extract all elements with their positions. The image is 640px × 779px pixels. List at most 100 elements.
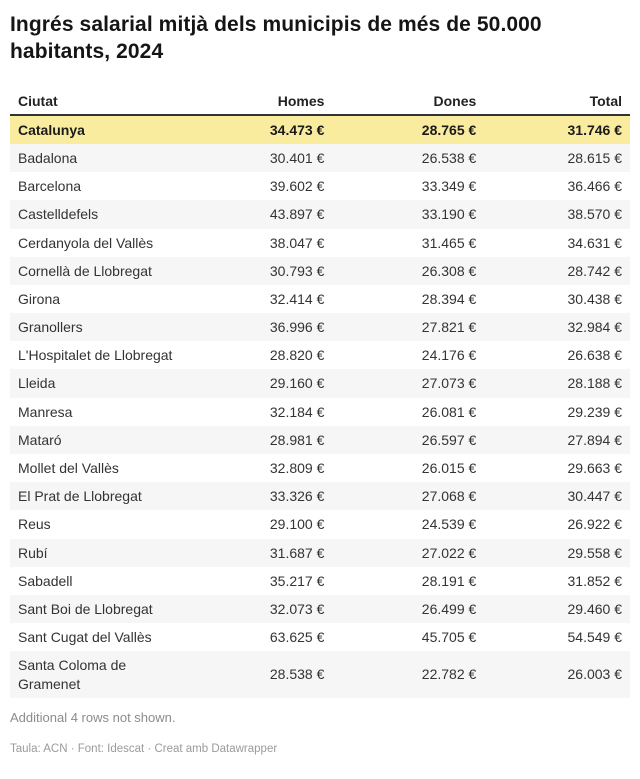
- city-cell: Reus: [18, 516, 51, 533]
- total-cell: 32.984 €: [567, 319, 623, 336]
- table-row: Manresa 32.184 € 26.081 € 29.239 €: [10, 398, 630, 426]
- table-row: Catalunya 34.473 € 28.765 € 31.746 €: [10, 114, 630, 144]
- table-row: Cornellà de Llobregat 30.793 € 26.308 € 28.…: [10, 256, 630, 285]
- homes-cell: 29.100 €: [269, 516, 325, 533]
- homes-cell: 28.981 €: [269, 431, 325, 448]
- dones-cell: 26.081 €: [421, 403, 477, 420]
- dones-cell: 27.022 €: [421, 544, 477, 561]
- homes-cell: 43.897 €: [269, 206, 325, 223]
- city-cell: Rubí: [18, 544, 48, 561]
- total-cell: 26.003 €: [567, 666, 623, 683]
- city-cell: Lleida: [18, 375, 56, 392]
- chart-title: Ingrés salarial mitjà dels municipis de …: [10, 13, 542, 63]
- rows-not-shown-note: Additional 4 rows not shown.: [10, 709, 176, 725]
- dones-cell: 28.765 €: [421, 121, 477, 138]
- dones-cell: 22.782 €: [421, 666, 477, 683]
- dones-cell: 27.073 €: [421, 375, 477, 392]
- dones-cell: 26.538 €: [421, 149, 477, 166]
- city-cell: Barcelona: [18, 178, 82, 195]
- dones-cell: 27.068 €: [421, 488, 477, 505]
- city-cell: Santa Coloma de Gramenet: [18, 657, 127, 692]
- total-cell: 27.894 €: [567, 431, 623, 448]
- city-cell: Sant Cugat del Vallès: [18, 629, 152, 646]
- salary-table: Ciutat Homes Dones Total Catalunya 34.473…: [10, 87, 630, 698]
- table-row: Mollet del Vallès 32.809 € 26.015 € 29.663 …: [10, 454, 630, 482]
- homes-cell: 30.401 €: [269, 149, 325, 166]
- table-row: El Prat de Llobregat 33.326 € 27.068 € 30.4…: [10, 482, 630, 511]
- table-row: Cerdanyola del Vallès 38.047 € 31.465 € 34.…: [10, 229, 630, 257]
- city-cell: Sant Boi de Llobregat: [18, 600, 153, 617]
- table-row: Granollers 36.996 € 27.821 € 32.984 €: [10, 313, 630, 342]
- homes-cell: 28.820 €: [269, 347, 325, 364]
- homes-cell: 32.809 €: [269, 460, 325, 476]
- table-row: Rubí 31.687 € 27.022 € 29.558 €: [10, 538, 630, 567]
- city-cell: L'Hospitalet de Llobregat: [18, 347, 173, 364]
- homes-cell: 32.414 €: [269, 290, 325, 307]
- city-cell: Castelldefels: [18, 206, 99, 223]
- total-cell: 31.852 €: [567, 572, 623, 589]
- homes-cell: 63.625 €: [269, 629, 325, 646]
- table-row: Reus 29.100 € 24.539 € 26.922 €: [10, 510, 630, 538]
- total-cell: 38.570 €: [567, 206, 623, 223]
- table-row: Mataró 28.981 € 26.597 € 27.894 €: [10, 425, 630, 454]
- city-cell: Sabadell: [18, 572, 73, 589]
- dones-cell: 24.539 €: [421, 516, 477, 533]
- table-row: Barcelona 39.602 € 33.349 € 36.466 €: [10, 172, 630, 200]
- homes-cell: 30.793 €: [269, 262, 325, 279]
- total-cell: 29.558 €: [567, 544, 623, 561]
- column-header-homes[interactable]: Homes: [189, 87, 333, 116]
- homes-cell: 32.073 €: [269, 600, 325, 617]
- table-row: Girona 32.414 € 28.394 € 30.438 €: [10, 285, 630, 313]
- dones-cell: 45.705 €: [421, 629, 477, 646]
- total-cell: 28.615 €: [567, 149, 623, 166]
- total-cell: 29.460 €: [567, 600, 623, 617]
- homes-cell: 33.326 €: [269, 488, 325, 505]
- total-cell: 36.466 €: [567, 178, 623, 195]
- total-cell: 34.631 €: [567, 234, 623, 251]
- city-cell: Granollers: [18, 319, 83, 336]
- total-cell: 29.663 €: [567, 460, 623, 476]
- table-row: Lleida 29.160 € 27.073 € 28.188 €: [10, 369, 630, 398]
- total-cell: 26.922 €: [567, 516, 623, 533]
- city-cell: Cornellà de Llobregat: [18, 262, 152, 279]
- homes-cell: 39.602 €: [269, 178, 325, 195]
- total-cell: 26.638 €: [567, 347, 623, 364]
- dones-cell: 26.308 €: [421, 262, 477, 279]
- homes-cell: 34.473 €: [269, 121, 325, 138]
- dones-cell: 28.394 €: [421, 290, 477, 307]
- dones-cell: 26.015 €: [421, 460, 477, 476]
- homes-cell: 38.047 €: [269, 234, 325, 251]
- homes-cell: 28.538 €: [269, 666, 325, 683]
- homes-cell: 36.996 €: [269, 319, 325, 336]
- dones-cell: 33.349 €: [421, 178, 477, 195]
- datawrapper-table-widget: Ingrés salarial mitjà dels municipis de …: [10, 13, 630, 755]
- city-cell: Catalunya: [18, 121, 85, 138]
- column-header-total[interactable]: Total: [484, 87, 630, 116]
- dones-cell: 26.499 €: [421, 600, 477, 617]
- homes-cell: 35.217 €: [269, 572, 325, 589]
- dones-cell: 26.597 €: [421, 431, 477, 448]
- dones-cell: 31.465 €: [421, 234, 477, 251]
- city-cell: Badalona: [18, 149, 78, 166]
- city-cell: Girona: [18, 290, 61, 307]
- city-cell: El Prat de Llobregat: [18, 488, 142, 505]
- dones-cell: 28.191 €: [421, 572, 477, 589]
- total-cell: 30.447 €: [567, 488, 623, 505]
- total-cell: 28.742 €: [567, 262, 623, 279]
- table-row: Badalona 30.401 € 26.538 € 28.615 €: [10, 143, 630, 173]
- table-row: Sant Cugat del Vallès 63.625 € 45.705 € 54.…: [10, 623, 630, 651]
- city-cell: Mollet del Vallès: [18, 460, 119, 476]
- table-row: Sant Boi de Llobregat 32.073 € 26.499 € 29.…: [10, 594, 630, 624]
- homes-cell: 32.184 €: [269, 403, 325, 420]
- column-header-ciutat[interactable]: Ciutat: [10, 87, 190, 116]
- total-cell: 30.438 €: [567, 290, 623, 307]
- table-row: Sabadell 35.217 € 28.191 € 31.852 €: [10, 567, 630, 595]
- city-cell: Mataró: [18, 431, 62, 448]
- table-row: Castelldefels 43.897 € 33.190 € 38.570 €: [10, 200, 630, 229]
- total-cell: 31.746 €: [567, 121, 623, 138]
- dones-cell: 27.821 €: [421, 319, 477, 336]
- table-row: Santa Coloma de Gramenet 28.538 € 22.782 €…: [10, 651, 630, 698]
- city-cell: Cerdanyola del Vallès: [18, 234, 154, 251]
- homes-cell: 31.687 €: [269, 544, 325, 561]
- column-header-dones[interactable]: Dones: [332, 87, 485, 116]
